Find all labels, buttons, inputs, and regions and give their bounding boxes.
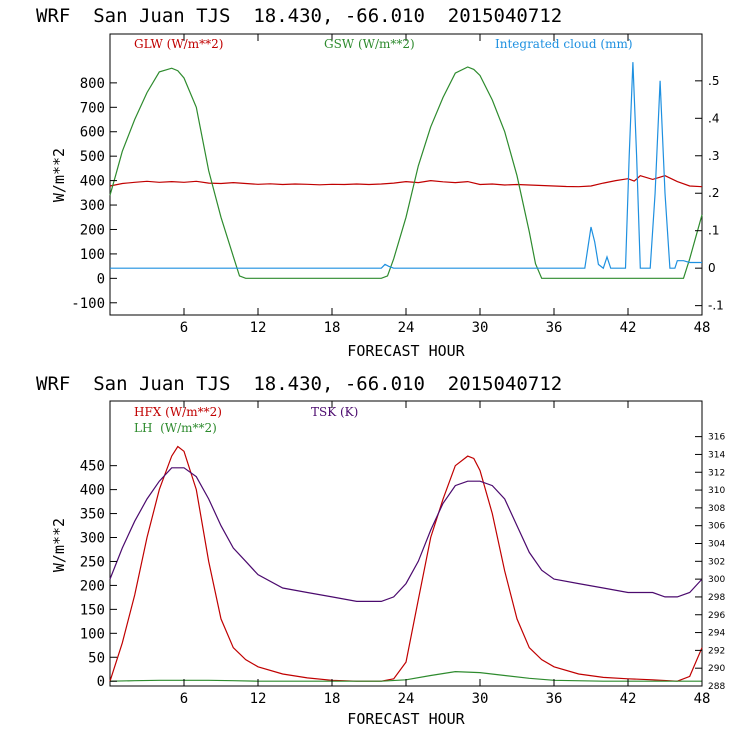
series-line-gsw bbox=[109, 66, 703, 279]
y-tick-label: 100 bbox=[80, 626, 105, 642]
y2-tick-label: 310 bbox=[708, 486, 725, 496]
x-tick-label: 48 bbox=[694, 691, 711, 707]
panel2-header: WRF San Juan TJS 18.430, -66.010 2015040… bbox=[36, 373, 562, 395]
legend-hfx: HFX (W/m**2) bbox=[134, 405, 222, 419]
y-tick-label: 800 bbox=[80, 76, 105, 92]
y2-tick-label: 290 bbox=[708, 664, 725, 674]
panel-radiation: WRF San Juan TJS 18.430, -66.010 2015040… bbox=[36, 5, 724, 360]
y2-tick-label: .1 bbox=[708, 224, 719, 238]
panel2-plot-frame bbox=[109, 400, 703, 687]
y2-tick-label: 308 bbox=[708, 504, 725, 514]
y-tick-label: 50 bbox=[88, 650, 105, 666]
panel1-x-axis-label: FORECAST HOUR bbox=[347, 342, 465, 360]
x-tick-label: 18 bbox=[324, 691, 341, 707]
series-line-tsk bbox=[109, 467, 703, 603]
y2-tick-label: 302 bbox=[708, 557, 725, 567]
x-tick-label: 24 bbox=[398, 691, 415, 707]
y-tick-label: 200 bbox=[80, 578, 105, 594]
legend-integrated-cloud: Integrated cloud (mm) bbox=[495, 37, 633, 51]
x-tick-label: 24 bbox=[398, 320, 415, 336]
y2-tick-label: 312 bbox=[708, 468, 725, 478]
series-line-hfx bbox=[109, 445, 703, 682]
panel1-plot-frame bbox=[109, 33, 703, 316]
y-tick-label: 250 bbox=[80, 554, 105, 570]
x-tick-label: 30 bbox=[472, 320, 489, 336]
x-tick-label: 42 bbox=[620, 691, 637, 707]
y-tick-label: 0 bbox=[97, 271, 105, 287]
x-tick-label: 48 bbox=[694, 320, 711, 336]
panel2-x-axis-label: FORECAST HOUR bbox=[347, 710, 465, 728]
legend-tsk: TSK (K) bbox=[311, 405, 358, 419]
y-tick-label: 100 bbox=[80, 247, 105, 263]
y-tick-label: 200 bbox=[80, 222, 105, 238]
y2-tick-label: 292 bbox=[708, 646, 725, 656]
legend-lh: LH (W/m**2) bbox=[134, 421, 217, 435]
y-tick-label: 700 bbox=[80, 100, 105, 116]
panel-surface-flux: WRF San Juan TJS 18.430, -66.010 2015040… bbox=[36, 373, 725, 728]
x-tick-label: 30 bbox=[472, 691, 489, 707]
x-tick-label: 12 bbox=[250, 320, 267, 336]
y-tick-label: -100 bbox=[71, 296, 105, 312]
y2-tick-label: 298 bbox=[708, 593, 725, 603]
y2-tick-label: .2 bbox=[708, 186, 719, 200]
y2-tick-label: .3 bbox=[708, 149, 719, 163]
x-tick-label: 12 bbox=[250, 691, 267, 707]
y2-tick-label: 300 bbox=[708, 575, 725, 585]
legend-gsw: GSW (W/m**2) bbox=[324, 37, 415, 51]
x-tick-label: 36 bbox=[546, 320, 563, 336]
y2-tick-label: 304 bbox=[708, 540, 725, 550]
y-tick-label: 450 bbox=[80, 459, 105, 475]
x-tick-label: 18 bbox=[324, 320, 341, 336]
y2-tick-label: 0 bbox=[708, 261, 716, 275]
x-tick-label: 36 bbox=[546, 691, 563, 707]
y-tick-label: 400 bbox=[80, 174, 105, 190]
y2-tick-label: 316 bbox=[708, 433, 725, 443]
panel1-header: WRF San Juan TJS 18.430, -66.010 2015040… bbox=[36, 5, 562, 27]
y-tick-label: 400 bbox=[80, 483, 105, 499]
y2-tick-label: 314 bbox=[708, 450, 725, 460]
y-tick-label: 150 bbox=[80, 602, 105, 618]
y2-tick-label: 294 bbox=[708, 629, 725, 639]
y-tick-label: 600 bbox=[80, 125, 105, 141]
y-tick-label: 500 bbox=[80, 149, 105, 165]
panel1-y-axis-label: W/m**2 bbox=[50, 148, 68, 202]
x-tick-label: 6 bbox=[180, 691, 188, 707]
y2-tick-label: .4 bbox=[708, 111, 719, 125]
y2-tick-label: 306 bbox=[708, 522, 725, 532]
y-tick-label: 300 bbox=[80, 531, 105, 547]
x-tick-label: 6 bbox=[180, 320, 188, 336]
y2-tick-label: 296 bbox=[708, 611, 725, 621]
y-tick-label: 300 bbox=[80, 198, 105, 214]
y2-tick-label: .5 bbox=[708, 74, 719, 88]
series-line-integrated bbox=[110, 62, 702, 270]
x-tick-label: 42 bbox=[620, 320, 637, 336]
series-line-glw bbox=[109, 175, 703, 188]
y2-tick-label: -.1 bbox=[708, 299, 724, 313]
panel2-y-axis-label: W/m**2 bbox=[50, 518, 68, 572]
legend-glw: GLW (W/m**2) bbox=[134, 37, 223, 51]
y-tick-label: 350 bbox=[80, 507, 105, 523]
y-tick-label: 0 bbox=[97, 674, 105, 690]
y2-tick-label: 288 bbox=[708, 682, 725, 692]
